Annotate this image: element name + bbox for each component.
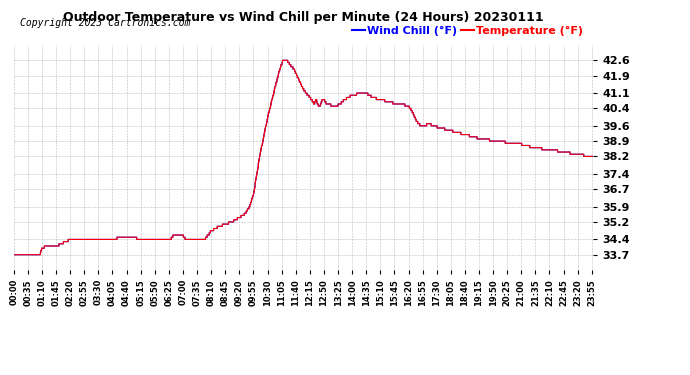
Text: Outdoor Temperature vs Wind Chill per Minute (24 Hours) 20230111: Outdoor Temperature vs Wind Chill per Mi… (63, 11, 544, 24)
Legend: Wind Chill (°F), Temperature (°F): Wind Chill (°F), Temperature (°F) (347, 21, 588, 40)
Text: Copyright 2023 Cartronics.com: Copyright 2023 Cartronics.com (19, 18, 190, 28)
